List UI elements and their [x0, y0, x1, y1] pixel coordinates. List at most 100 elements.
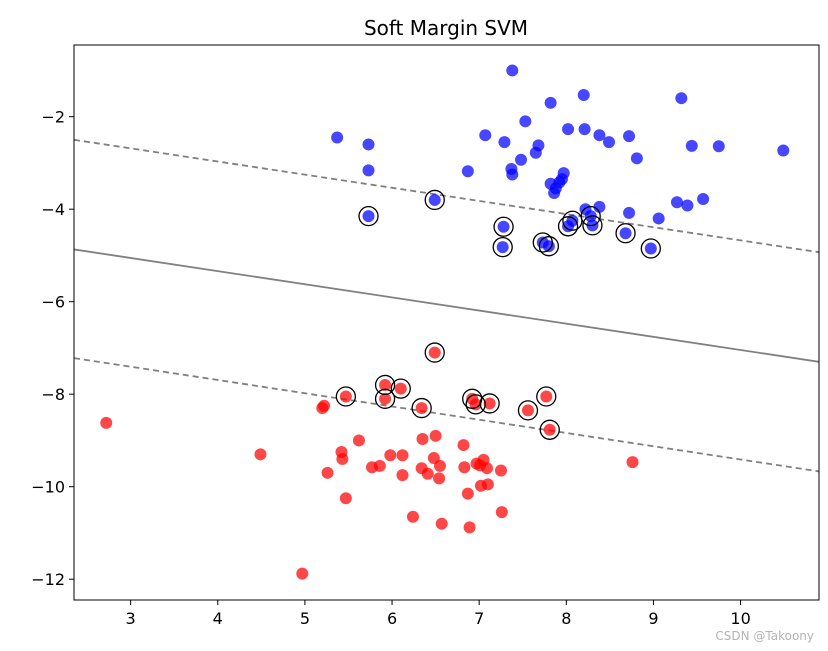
support-vector-ring	[557, 216, 579, 237]
red-point	[336, 452, 349, 465]
red-point	[494, 464, 507, 477]
blue-point	[712, 140, 725, 153]
blue-point	[630, 152, 643, 165]
blue-point	[619, 227, 632, 240]
blue-point	[362, 138, 375, 151]
y-tick-label: −4	[41, 200, 65, 219]
red-point	[379, 392, 392, 405]
chart-title: Soft Margin SVM	[364, 16, 528, 40]
blue-point	[578, 123, 591, 136]
red-point	[339, 492, 352, 505]
red-point	[421, 467, 434, 480]
y-tick-label: −12	[31, 570, 65, 589]
support-vector-ring	[615, 223, 636, 244]
blue-point	[515, 153, 527, 166]
plot-area	[74, 64, 819, 580]
red-point	[100, 416, 113, 429]
red-point	[521, 404, 534, 417]
red-point	[463, 521, 476, 534]
blue-point	[603, 136, 616, 149]
blue-point	[461, 165, 474, 178]
red-point	[429, 429, 442, 442]
blue-point	[428, 193, 441, 206]
y-tick-label: −2	[41, 108, 65, 127]
plot-frame	[73, 44, 820, 601]
blue-point	[362, 164, 375, 177]
red-point	[481, 462, 494, 475]
x-tick-label: 9	[648, 609, 658, 628]
blue-point	[498, 136, 511, 149]
red-point	[296, 567, 309, 580]
y-tick-label: −6	[41, 293, 65, 312]
margin-lower-line	[74, 357, 819, 473]
blue-point	[497, 220, 510, 233]
blue-point	[529, 146, 542, 159]
blue-point	[644, 242, 657, 255]
blue-point	[496, 241, 509, 254]
support-vector-ring	[465, 394, 486, 415]
x-tick-label: 6	[387, 609, 397, 628]
y-tick-label: −8	[41, 385, 65, 404]
blue-point	[623, 206, 636, 219]
blue-point	[777, 144, 790, 157]
red-point	[428, 346, 441, 359]
x-tick-label: 8	[561, 609, 571, 628]
support-vector-ring	[582, 215, 603, 236]
support-vector-ring	[532, 232, 553, 253]
y-tick-label: −10	[31, 478, 65, 497]
support-vector-ring	[358, 205, 379, 227]
blue-point	[652, 212, 665, 225]
support-vector-ring	[390, 378, 411, 399]
support-vector-ring	[640, 238, 661, 259]
red-point	[461, 487, 474, 500]
red-point	[406, 510, 419, 523]
red-point	[433, 472, 446, 485]
x-tick-label: 5	[300, 609, 310, 628]
support-vector-ring	[479, 393, 500, 414]
support-vector-ring	[424, 342, 445, 363]
red-point	[396, 449, 409, 462]
blue-point	[593, 200, 606, 213]
axes: 3 4 5 6 7 8 9 10 −2 −4 −6 −8 −10 −12	[31, 108, 751, 628]
blue-point	[675, 92, 688, 105]
x-tick-label: 4	[213, 609, 223, 628]
red-point	[339, 390, 352, 403]
red-point	[495, 506, 508, 519]
x-tick-label: 10	[730, 609, 750, 628]
watermark-text: CSDN @Takoony	[715, 629, 814, 643]
blue-point	[685, 139, 698, 152]
blue-point	[593, 129, 606, 142]
support-vector-ring	[411, 397, 432, 419]
red-point	[254, 448, 267, 461]
red-point	[433, 459, 446, 472]
red-point	[415, 402, 428, 415]
blue-point	[562, 123, 575, 136]
red-point	[394, 382, 407, 395]
red-point	[384, 449, 397, 462]
red-point	[352, 434, 365, 447]
blue-point	[670, 196, 683, 209]
red-point	[321, 466, 334, 479]
red-point	[318, 399, 331, 412]
decision-boundary-line	[74, 248, 819, 363]
support-vector-ring	[374, 374, 396, 396]
support-vector-ring	[335, 386, 357, 407]
blue-point	[331, 131, 344, 144]
red-point	[469, 398, 482, 411]
red-point	[435, 517, 448, 530]
blue-point	[362, 210, 375, 223]
blue-point	[623, 130, 636, 143]
support-vector-ring	[517, 400, 539, 421]
blue-point	[681, 199, 694, 212]
margin-upper-line	[74, 138, 819, 254]
x-tick-label: 3	[126, 609, 136, 628]
red-point	[396, 469, 409, 482]
blue-point	[479, 129, 492, 142]
red-point	[481, 478, 494, 491]
red-point	[416, 433, 429, 446]
red-point	[373, 459, 386, 472]
support-vector-ring	[580, 205, 601, 227]
blue-point	[577, 88, 590, 101]
red-point	[457, 439, 470, 452]
